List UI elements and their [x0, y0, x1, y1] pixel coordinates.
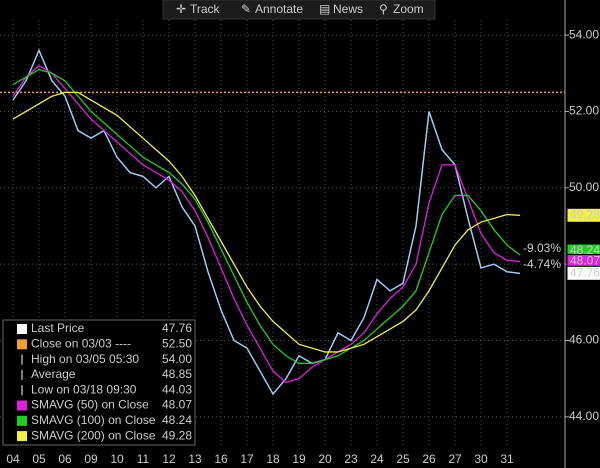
x-tick-label: 18: [266, 452, 280, 466]
y-tick-label: 44.00: [569, 409, 599, 423]
legend-swatch: [17, 400, 27, 411]
legend-label: Close on 03/03 ----: [31, 336, 131, 350]
legend-label: Low on 03/18 09:30: [31, 382, 137, 396]
legend-value: 48.85: [162, 367, 192, 381]
x-tick-label: 25: [396, 452, 410, 466]
y-tick-label: 46.00: [569, 333, 599, 347]
legend-label: Last Price: [31, 321, 85, 335]
price-line: [12, 48, 521, 396]
x-tick-label: 10: [110, 452, 124, 466]
annotation: -9.03%: [523, 241, 561, 255]
toolbar: ✛ Track ✎ Annotate ▤ News ⚲ Zoom: [162, 0, 436, 20]
value-tag-label: 49.28: [570, 207, 600, 221]
legend-swatch: [17, 415, 27, 426]
x-tick-label: 27: [448, 452, 462, 466]
legend-value: 49.28: [162, 428, 192, 442]
legend-label: SMAVG (100) on Close: [31, 413, 156, 427]
legend-value: 47.76: [162, 321, 192, 335]
toolbar-icon: ⚲: [379, 2, 388, 16]
legend-value: 44.03: [162, 382, 192, 396]
moving-average-line: [12, 64, 521, 384]
annotation: -4.74%: [523, 257, 561, 271]
x-tick-label: 04: [6, 452, 20, 466]
x-tick-label: 20: [318, 452, 332, 466]
x-tick-label: 17: [240, 452, 254, 466]
x-tick-label: 06: [58, 452, 72, 466]
x-tick-label: 13: [188, 452, 202, 466]
legend-label: High on 03/05 05:30: [31, 352, 139, 366]
legend-swatch: [17, 324, 27, 334]
x-tick-label: 23: [344, 452, 358, 466]
moving-average-line: [12, 68, 521, 365]
toolbar-icon: ✛: [176, 2, 186, 16]
x-tick-label: 24: [370, 452, 384, 466]
toolbar-icon: ▤: [319, 2, 330, 16]
value-tag-label: 48.07: [570, 254, 600, 268]
x-tick-label: 19: [292, 452, 306, 466]
moving-average-line: [12, 91, 521, 353]
toolbar-button[interactable]: Annotate: [255, 2, 303, 16]
x-tick-label: 05: [32, 452, 46, 466]
y-tick-label: 52.00: [569, 104, 599, 118]
x-tick-label: 31: [500, 452, 514, 466]
legend-value: 54.00: [162, 352, 192, 366]
x-tick-label: 16: [214, 452, 228, 466]
toolbar-bg: [162, 0, 436, 20]
legend-value: 52.50: [162, 336, 192, 350]
x-tick-label: 09: [84, 452, 98, 466]
legend-label: SMAVG (50) on Close: [31, 398, 149, 412]
toolbar-button[interactable]: Zoom: [393, 2, 424, 16]
legend-box: [2, 319, 196, 446]
legend-swatch: [17, 339, 27, 350]
x-tick-label: 11: [137, 452, 150, 466]
y-tick-label: 50.00: [569, 180, 599, 194]
value-tag-label: 48.24: [570, 243, 600, 257]
legend-label: SMAVG (200) on Close: [31, 428, 156, 442]
toolbar-icon: ✎: [241, 2, 251, 16]
value-tag-label: 47.76: [570, 265, 600, 279]
x-tick-label: 30: [474, 452, 488, 466]
x-tick-label: 26: [422, 452, 436, 466]
toolbar-button[interactable]: Track: [190, 2, 221, 16]
y-tick-label: 54.00: [569, 27, 599, 41]
value-tag: [566, 265, 600, 281]
legend: Last Price 47.76 Close on 03/03 ---- 52.50 H…: [2, 319, 196, 446]
legend-value: 48.24: [162, 413, 192, 427]
legend-swatch: [17, 431, 27, 442]
legend-label: Average: [31, 367, 76, 381]
x-tick-label: 12: [162, 452, 176, 466]
value-tag: [566, 207, 600, 223]
toolbar-button[interactable]: News: [333, 2, 363, 16]
legend-value: 48.07: [162, 398, 192, 412]
